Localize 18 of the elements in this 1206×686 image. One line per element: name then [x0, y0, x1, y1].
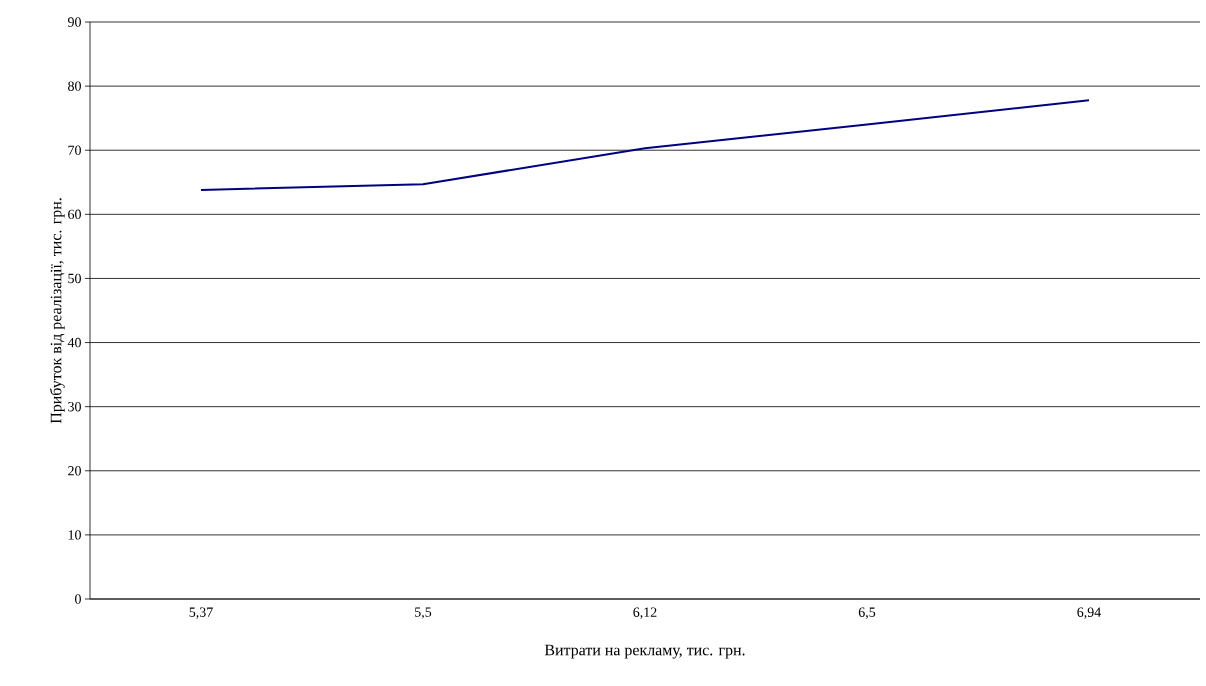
y-tick-label: 20: [68, 466, 81, 476]
y-tick-label: 30: [68, 401, 81, 412]
line-series: [200, 99, 1090, 191]
y-tick-label: 90: [67, 17, 81, 27]
y-tick-label: 70: [68, 145, 81, 155]
x-tick-label: 5,37: [189, 607, 213, 619]
x-tick-label: 6,12: [633, 607, 657, 619]
y-axis-title: Прибуток від реалізації, тис. грн.: [49, 198, 65, 424]
x-tick-label: 5,5: [415, 607, 432, 619]
y-tick-label: 50: [68, 273, 81, 284]
x-tick-label: 6,94: [1077, 607, 1101, 619]
x-tick-label: 6,5: [858, 607, 876, 619]
x-axis-title: Витрати на рекламу, тис. грн.: [544, 644, 745, 659]
y-tick-label: 0: [75, 594, 81, 604]
y-tick-label: 10: [68, 530, 81, 540]
y-tick-label: 60: [68, 209, 81, 220]
y-tick-label: 80: [68, 81, 81, 91]
y-tick-label: 40: [67, 337, 81, 348]
